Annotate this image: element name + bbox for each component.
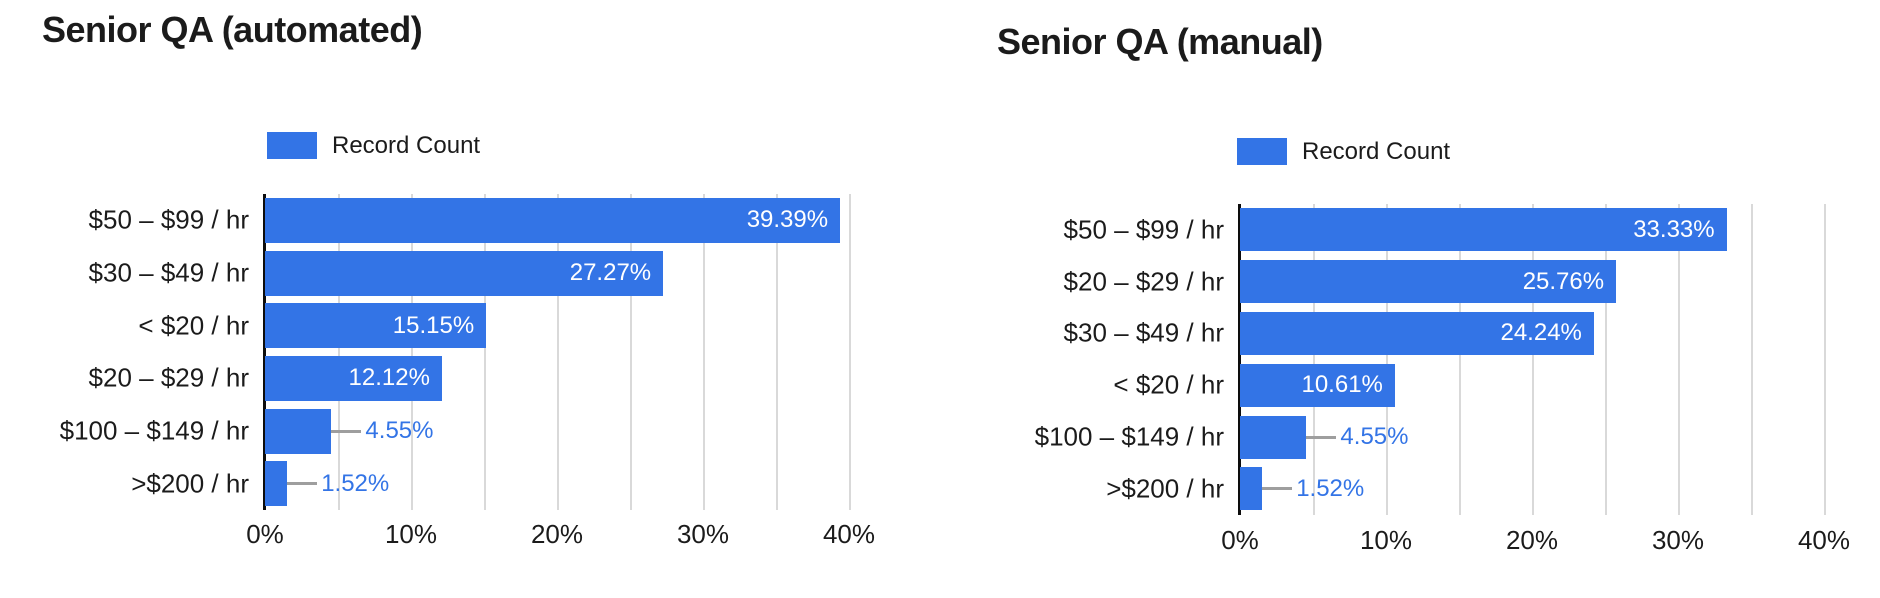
category-label: >$200 / hr <box>131 468 249 499</box>
chart-title: Senior QA (automated) <box>42 9 423 50</box>
gridline <box>630 194 632 510</box>
chart-title: Senior QA (manual) <box>997 21 1323 62</box>
value-label: 10.61% <box>1301 371 1383 399</box>
value-label: 27.27% <box>569 259 652 287</box>
x-tick-label: 0% <box>246 519 284 549</box>
gridline <box>849 194 851 510</box>
callout-line <box>1306 435 1337 439</box>
x-tick-label: 10% <box>384 519 438 549</box>
bar[interactable]: 27.27% <box>265 250 664 296</box>
value-label: 4.55% <box>365 417 434 445</box>
bar-row: $30 – $49 / hr 24.24% <box>1064 308 1880 360</box>
category-label: < $20 / hr <box>138 310 249 341</box>
bar-row: $100 – $149 / hr 4.55% <box>60 405 905 458</box>
gridline <box>338 194 340 510</box>
callout-line <box>331 429 362 433</box>
bar[interactable] <box>1240 415 1307 459</box>
category-label: $100 – $149 / hr <box>1034 421 1224 452</box>
bar[interactable] <box>265 408 332 454</box>
category-label: $20 – $29 / hr <box>1063 266 1224 297</box>
y-axis-line <box>1238 204 1241 515</box>
legend-label: Record Count <box>332 132 481 159</box>
bar-row: $20 – $29 / hr 25.76% <box>1064 256 1880 308</box>
value-label: 33.33% <box>1633 215 1715 243</box>
bar-row: < $20 / hr 15.15% <box>138 299 905 352</box>
value-label: 24.24% <box>1500 319 1582 347</box>
bar[interactable]: 39.39% <box>265 197 841 243</box>
legend-swatch <box>1237 138 1287 165</box>
bar-row: $100 – $149 / hr 4.55% <box>1035 411 1880 463</box>
bar[interactable]: 15.15% <box>265 303 487 349</box>
category-label: < $20 / hr <box>1113 369 1224 400</box>
gridline <box>1386 204 1388 515</box>
gridline <box>1459 204 1461 515</box>
gridline <box>776 194 778 510</box>
bar[interactable]: 24.24% <box>1240 311 1594 355</box>
gridline <box>1313 204 1315 515</box>
x-tick-label: 10% <box>1359 525 1413 555</box>
gridline <box>484 194 486 510</box>
category-label: $50 – $99 / hr <box>88 204 249 235</box>
chart-senior-qa-automated: Senior QA (automated) Record Count $50 –… <box>42 9 905 549</box>
category-label: >$200 / hr <box>1106 473 1224 504</box>
legend-swatch <box>267 132 317 159</box>
bar[interactable] <box>1240 467 1263 511</box>
bar-row: $50 – $99 / hr 33.33% <box>1064 204 1880 256</box>
value-label: 1.52% <box>321 469 390 497</box>
legend[interactable]: Record Count <box>267 132 480 159</box>
gridline <box>1824 204 1826 515</box>
y-axis-line <box>263 194 266 510</box>
bar-row: $20 – $29 / hr 12.12% <box>89 352 905 405</box>
legend[interactable]: Record Count <box>1237 138 1450 165</box>
value-label: 25.76% <box>1522 267 1605 295</box>
bar-row: $50 – $99 / hr 39.39% <box>89 194 905 247</box>
gridline <box>1678 204 1680 515</box>
gridline <box>557 194 559 510</box>
x-tick-label: 20% <box>1505 525 1559 555</box>
bar-row: >$200 / hr 1.52% <box>131 458 905 511</box>
value-label: 39.39% <box>746 206 829 234</box>
bar-row: >$200 / hr 1.52% <box>1106 463 1880 515</box>
bar[interactable]: 12.12% <box>265 355 442 401</box>
bar[interactable]: 10.61% <box>1240 363 1395 407</box>
plot-area: $50 – $99 / hr 33.33% $20 – $29 / hr 25.76%… <box>1035 204 1880 555</box>
bar[interactable] <box>265 461 288 507</box>
chart-senior-qa-manual: Senior QA (manual) Record Count $50 – $9… <box>940 0 1880 598</box>
bar-row: < $20 / hr 10.61% <box>1113 359 1880 411</box>
value-label: 1.52% <box>1296 474 1365 502</box>
plot-area: $50 – $99 / hr 39.39% $30 – $49 / hr 27.27%… <box>60 194 905 549</box>
value-label: 15.15% <box>392 311 475 339</box>
x-tick-label: 0% <box>1221 525 1259 555</box>
bar-row: $30 – $49 / hr 27.27% <box>89 247 905 300</box>
x-tick-label: 40% <box>822 519 876 549</box>
category-label: $30 – $49 / hr <box>88 257 249 288</box>
category-label: $50 – $99 / hr <box>1063 214 1224 245</box>
callout-line <box>287 482 318 486</box>
category-label: $30 – $49 / hr <box>1063 317 1224 348</box>
callout-line <box>1262 487 1293 491</box>
gridline <box>703 194 705 510</box>
x-tick-label: 30% <box>1651 525 1705 555</box>
x-tick-label: 30% <box>676 519 730 549</box>
x-tick-label: 40% <box>1797 525 1851 555</box>
value-label: 4.55% <box>1340 423 1409 451</box>
gridline <box>1751 204 1753 515</box>
bar[interactable]: 25.76% <box>1240 260 1617 304</box>
bar[interactable]: 33.33% <box>1240 208 1727 252</box>
legend-label: Record Count <box>1302 138 1451 165</box>
gridline <box>411 194 413 510</box>
x-tick-label: 20% <box>530 519 584 549</box>
category-label: $20 – $29 / hr <box>88 362 249 393</box>
gridline <box>1532 204 1534 515</box>
category-label: $100 – $149 / hr <box>59 415 249 446</box>
gridline <box>1605 204 1607 515</box>
value-label: 12.12% <box>348 364 430 392</box>
